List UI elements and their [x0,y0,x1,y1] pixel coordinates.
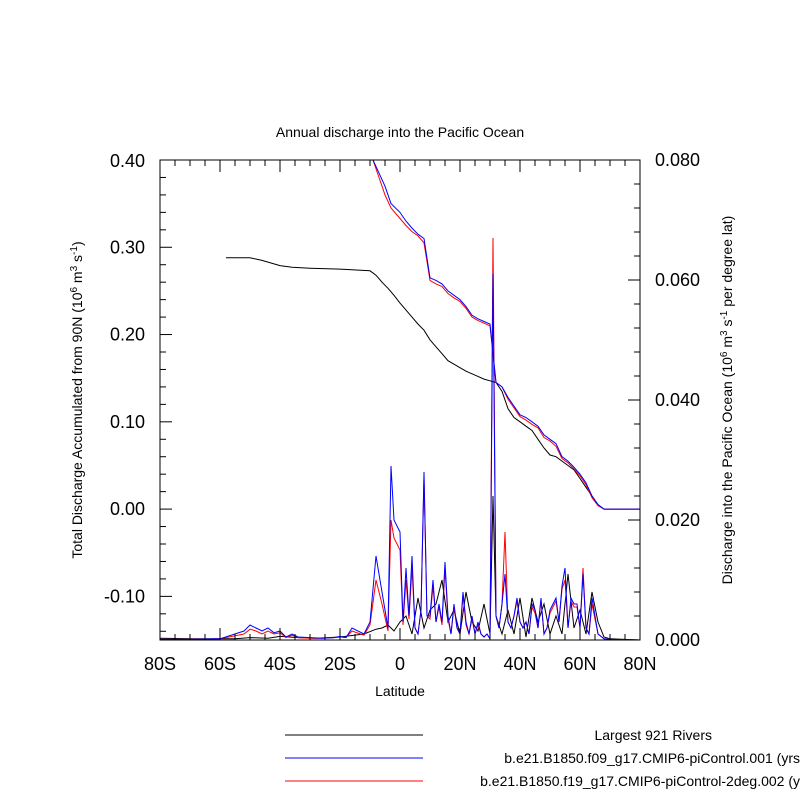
y-left-tick-label: 0.20 [110,325,145,345]
x-tick-label: 20N [443,654,476,674]
axis-label-part: -1 [719,310,730,319]
axis-label-part: 3 [719,330,730,336]
legend-label: Largest 921 Rivers [594,727,712,743]
axis-label-part: s [69,255,85,266]
axis-label-part: -1 [69,246,80,255]
axis-label-part: s [719,320,735,331]
x-tick-label: 0 [395,654,405,674]
series-line-left-2 [372,160,640,510]
series-line-right-4 [160,273,640,640]
x-axis-label: Latitude [375,683,425,699]
y-left-tick-label: 0.10 [110,412,145,432]
y-right-tick-label: 0.040 [655,390,700,410]
y-right-tick-label: 0.080 [655,150,700,170]
y-left-tick-label: 0.40 [110,151,145,171]
axis-label-part: 3 [69,265,80,271]
series-line-right-5 [160,237,640,640]
axis-label-part: m [69,271,85,287]
legend-label: b.e21.B1850.f09_g17.CMIP6-piControl.001 … [504,750,800,766]
y-right-tick-label: 0.020 [655,510,700,530]
chart-title: Annual discharge into the Pacific Ocean [276,124,524,140]
axis-label-part: per degree lat) [719,216,735,311]
tick-label-layer: 80S 60S 40S 20S 0 20N 40N 60N 80N 0.30 0.20 0.10 0.0… [104,150,700,674]
series-line-right-3 [160,495,640,640]
axis-label-part: m [719,336,735,352]
plot-frame [159,159,641,641]
axis-label-part: 6 [719,351,730,357]
axis-label-part: 6 [69,287,80,293]
tick-layer [159,159,641,641]
x-tick-label: 60N [563,654,596,674]
x-tick-label: 40S [264,654,296,674]
series-line-left-1 [372,160,640,510]
series-layer [160,160,640,640]
legend: Largest 921 Rivers b.e21.B1850.f09_g17.CM… [285,727,800,789]
y-axis-label-left: Total Discharge Accumulated from 90N (10… [69,241,86,558]
x-tick-label: 80S [144,654,176,674]
legend-label: b.e21.B1850.f19_g17.CMIP6-piControl-2deg… [480,773,800,789]
x-tick-label: 60S [204,654,236,674]
axis-label-part: Discharge into the Pacific Ocean (10 [719,357,735,584]
x-tick-label: 20S [324,654,356,674]
axis-label-part: ) [69,241,85,246]
x-tick-label: 80N [623,654,656,674]
x-tick-label: 40N [503,654,536,674]
y-right-tick-label: 0.060 [655,270,700,290]
y-axis-label-right: Discharge into the Pacific Ocean (106 m3… [719,216,736,585]
series-line-left-0 [226,257,640,510]
y-left-tick-label: -0.10 [104,586,145,606]
y-left-tick-label: 0.00 [110,499,145,519]
y-right-tick-label: 0.000 [655,630,700,650]
axis-label-part: Total Discharge Accumulated from 90N (10 [69,292,85,558]
y-left-tick-label: 0.30 [110,237,145,257]
